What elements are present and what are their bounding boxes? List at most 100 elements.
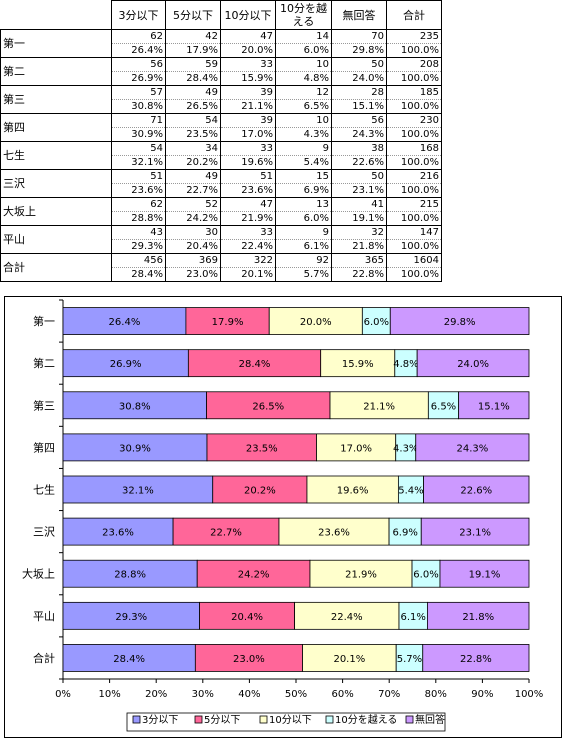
data-label: 20.4%	[231, 612, 263, 623]
count-cell: 47	[220, 197, 276, 212]
count-cell: 62	[111, 197, 166, 212]
count-cell: 30	[165, 225, 221, 240]
count-cell: 365	[331, 253, 387, 268]
data-label: 22.6%	[460, 486, 492, 497]
count-cell: 322	[220, 253, 276, 268]
percent-cell: 23.5%	[165, 127, 221, 142]
data-label: 21.1%	[363, 401, 395, 412]
count-cell: 369	[165, 253, 221, 268]
percent-cell: 6.0%	[275, 43, 332, 58]
count-cell: 51	[220, 169, 276, 184]
count-cell: 12	[275, 85, 332, 100]
chart-area: 第一 第二 第三 第四 七生 三沢 大坂上 平山 合計 0% 10% 20% 30% 40% 50% 60% 7…	[4, 296, 562, 738]
data-label: 23.6%	[318, 528, 350, 539]
data-label: 23.1%	[459, 528, 491, 539]
data-label: 32.1%	[122, 486, 154, 497]
category-label: 大坂上	[22, 567, 55, 581]
count-cell: 28	[331, 85, 387, 100]
bar-segment	[62, 391, 207, 420]
data-label: 23.6%	[102, 528, 134, 539]
percent-cell: 24.2%	[165, 211, 221, 226]
data-label: 6.9%	[392, 528, 417, 539]
count-cell: 47	[220, 29, 276, 44]
data-label: 20.0%	[300, 317, 332, 328]
table-row-percents: 28.4% 23.0% 20.1% 5.7% 22.8% 100.0%	[1, 267, 442, 282]
count-cell: 57	[111, 85, 166, 100]
category-label: 第四	[33, 440, 55, 454]
percent-cell: 4.3%	[275, 127, 332, 142]
bar-segment	[206, 391, 331, 420]
percent-cell: 29.3%	[111, 239, 166, 254]
count-cell: 38	[331, 141, 387, 156]
count-cell: 456	[111, 253, 166, 268]
percent-cell: 22.6%	[331, 155, 387, 170]
bar-segment	[294, 601, 400, 630]
row-label: 第三	[0, 85, 112, 114]
count-cell: 49	[165, 169, 221, 184]
bar-segment	[398, 601, 428, 630]
percent-cell: 15.1%	[331, 99, 387, 114]
percent-cell: 19.6%	[220, 155, 276, 170]
row-label: 大坂上	[0, 197, 112, 226]
data-label: 6.0%	[413, 570, 438, 581]
category-label: 三沢	[33, 525, 55, 539]
bar-segment	[427, 601, 530, 630]
data-label: 29.8%	[444, 317, 476, 328]
bar-segment	[415, 433, 530, 462]
percent-cell: 28.8%	[111, 211, 166, 226]
data-label: 30.8%	[119, 401, 151, 412]
count-cell: 56	[331, 113, 387, 128]
column-header: 10分以下	[220, 0, 276, 30]
count-cell: 54	[165, 113, 221, 128]
bar-segment	[62, 307, 187, 335]
column-header: 合計	[386, 0, 442, 30]
legend-swatch	[405, 715, 414, 724]
percent-cell: 23.6%	[220, 183, 276, 198]
count-cell: 32	[331, 225, 387, 240]
x-tick-label: 50%	[285, 689, 307, 700]
count-cell: 230	[386, 113, 442, 128]
count-cell: 50	[331, 169, 387, 184]
bar-segment	[278, 517, 390, 546]
data-label: 15.1%	[478, 401, 510, 412]
count-cell: 10	[275, 57, 332, 72]
percent-cell: 100.0%	[386, 211, 442, 226]
bar-segment	[306, 475, 399, 504]
percent-cell: 5.4%	[275, 155, 332, 170]
table-row-counts: 合計 456 369 322 92 365 1604	[0, 253, 442, 282]
percent-cell: 22.8%	[331, 267, 387, 282]
percent-cell: 15.9%	[220, 71, 276, 86]
bar-segment	[62, 349, 189, 378]
count-cell: 185	[386, 85, 442, 100]
table-header-row: 3分以下 5分以下 10分以下 10分を越える 無回答 合計	[1, 0, 442, 30]
bar-segment	[194, 644, 303, 672]
data-label: 21.8%	[462, 612, 494, 623]
bar-segment	[411, 559, 441, 588]
row-label: 三沢	[0, 169, 112, 198]
count-cell: 54	[111, 141, 166, 156]
row-label: 第二	[0, 57, 112, 86]
data-label: 24.2%	[238, 570, 270, 581]
count-cell: 147	[386, 225, 442, 240]
bar-segment	[422, 644, 530, 672]
count-cell: 33	[220, 141, 276, 156]
percent-cell: 100.0%	[386, 99, 442, 114]
bar-segment	[62, 433, 208, 462]
legend-swatch	[259, 715, 268, 724]
category-label: 平山	[33, 610, 55, 623]
percent-cell: 26.5%	[165, 99, 221, 114]
percent-cell: 17.0%	[220, 127, 276, 142]
count-cell: 216	[386, 169, 442, 184]
legend-box	[126, 712, 446, 732]
data-label: 5.4%	[398, 486, 423, 497]
bar-segment	[62, 644, 196, 672]
table-row-percents: 30.8% 26.5% 21.1% 6.5% 15.1% 100.0%	[1, 99, 442, 114]
count-cell: 9	[275, 225, 332, 240]
count-cell: 50	[331, 57, 387, 72]
percent-cell: 6.0%	[275, 211, 332, 226]
category-label: 七生	[33, 483, 55, 497]
count-cell: 42	[165, 29, 221, 44]
table-row-counts: 三沢 51 49 51 15 50 216	[0, 169, 442, 198]
count-cell: 235	[386, 29, 442, 44]
